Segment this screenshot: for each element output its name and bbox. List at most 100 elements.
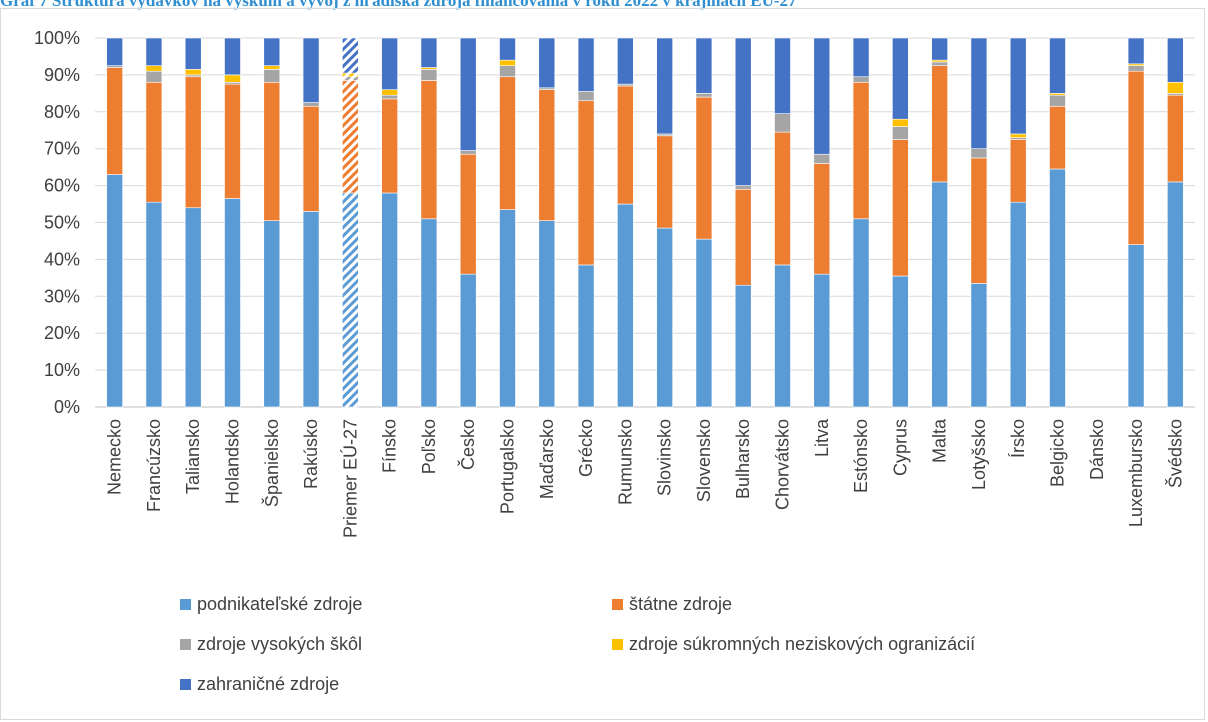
legend-item: zdroje vysokých škôl (180, 634, 362, 655)
x-tick-label: Írsko (1008, 419, 1028, 458)
bar-segment (184, 76, 202, 209)
bar-segment (774, 37, 791, 114)
stacked-bar-chart: 0% 10% 20% 30% 40% 50% 60% 70% 80% 90% 100% Nemeck… (34, 28, 1195, 538)
bars (106, 37, 1184, 408)
bar-segment (1049, 94, 1066, 107)
bar-segment (852, 218, 870, 408)
x-tick-label: Litva (812, 418, 832, 457)
bar-segment (420, 218, 438, 408)
legend-item: podnikateľské zdroje (180, 594, 362, 615)
bar-segment (656, 227, 673, 408)
bar-segment (970, 148, 988, 159)
bar-segment (145, 70, 163, 83)
bar-segment (1127, 70, 1145, 245)
bar-segment (381, 89, 398, 96)
bar-segment (420, 80, 438, 220)
bar-segment (852, 37, 870, 78)
bar-segment (145, 37, 163, 66)
bar-segment (1049, 168, 1066, 408)
bar-segment (106, 174, 123, 408)
bar-segment (931, 61, 948, 66)
bar-segment (1127, 244, 1145, 408)
bar-segment (302, 102, 320, 107)
y-tick-label: 30% (44, 286, 80, 306)
bar-segment (499, 76, 516, 210)
x-tick-label: Poľsko (419, 419, 439, 474)
y-tick-label: 0% (54, 397, 80, 417)
bar-segment (420, 37, 438, 68)
bar-segment (892, 275, 909, 408)
bar-segment (538, 37, 556, 89)
bar-segment (184, 207, 202, 408)
bar-segment (617, 85, 634, 205)
bar-segment (106, 67, 123, 175)
bar-segment (892, 37, 909, 120)
legend-label: zdroje súkromných neziskových ogranizáci… (629, 634, 976, 654)
bar-segment (774, 131, 791, 266)
legend-item: zdroje súkromných neziskových ogranizáci… (612, 634, 975, 655)
bar-segment (931, 65, 948, 183)
bar-segment (342, 37, 359, 74)
bar-segment (459, 37, 477, 151)
bar-segment (1009, 133, 1027, 138)
x-tick-label: Švédsko (1164, 419, 1185, 488)
x-tick-label: Cyprus (890, 419, 910, 476)
bar-segment (263, 220, 281, 408)
bar-segment (499, 209, 516, 408)
bar-segment (381, 192, 398, 408)
x-tick-label: Bulharsko (733, 419, 753, 499)
bar-segment (224, 83, 241, 199)
x-tick-label: Malta (930, 418, 950, 463)
x-tick-label: Estónsko (851, 419, 871, 493)
bar-segment (617, 37, 634, 85)
bar-segment (145, 65, 163, 72)
bar-segment (224, 74, 241, 83)
bar-segment (538, 89, 556, 221)
y-tick-label: 60% (44, 176, 80, 196)
x-tick-label: Slovinsko (655, 419, 675, 496)
bar-segment (263, 65, 281, 70)
bar-segment (813, 37, 831, 155)
legend: podnikateľské zdroje štátne zdroje zdroje … (180, 594, 1180, 714)
y-tick-label: 70% (44, 139, 80, 159)
bar-segment (1127, 65, 1145, 72)
legend-label: zahraničné zdroje (197, 674, 340, 694)
bar-segment (774, 113, 791, 133)
bar-segment (970, 283, 988, 408)
y-tick-label: 50% (44, 213, 80, 233)
bar-segment (224, 37, 241, 76)
x-tick-label: Francúzsko (144, 419, 164, 512)
bar-segment (813, 153, 831, 164)
x-tick-label: Rumunsko (615, 419, 635, 505)
bar-segment (577, 37, 595, 92)
bar-segment (499, 65, 516, 78)
x-tick-label: Rakúsko (301, 419, 321, 489)
legend-item: štátne zdroje (612, 594, 732, 615)
bar-segment (342, 76, 359, 81)
bar-segment (577, 100, 595, 266)
bar-segment (263, 37, 281, 66)
bar-segment (734, 185, 752, 190)
x-tick-label: Grécko (576, 419, 596, 477)
bar-segment (577, 91, 595, 102)
bar-segment (459, 153, 477, 275)
bar-segment (695, 238, 713, 408)
x-tick-label: Holandsko (223, 419, 243, 504)
x-tick-label: Lotyšsko (969, 419, 989, 490)
bar-segment (145, 201, 163, 408)
legend-swatch (180, 599, 191, 610)
legend-swatch (180, 639, 191, 650)
x-tick-label: Chorvátsko (773, 419, 793, 510)
bar-segment (852, 81, 870, 220)
x-tick-label: Luxembursko (1126, 419, 1146, 527)
bar-segment (892, 139, 909, 277)
bar-segment (1167, 81, 1184, 94)
chart-title: Graf 7 Štruktúra výdavkov na výskum a vý… (0, 0, 797, 10)
bar-segment (813, 273, 831, 408)
bar-segment (459, 273, 477, 408)
x-axis: Nemecko Francúzsko Taliansko Holandsko Špani… (105, 418, 1186, 538)
x-tick-label: Nemecko (105, 419, 125, 495)
legend-swatch (612, 599, 623, 610)
legend-label: štátne zdroje (629, 594, 733, 614)
bar-segment (1009, 37, 1027, 135)
